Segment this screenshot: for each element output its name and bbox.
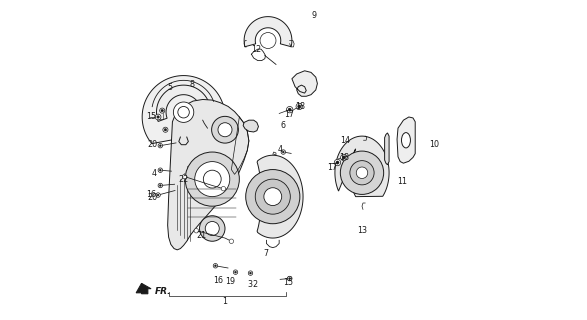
Text: 8: 8	[190, 80, 195, 89]
Circle shape	[340, 154, 347, 161]
Circle shape	[158, 183, 163, 188]
Polygon shape	[244, 17, 292, 47]
Text: 20: 20	[147, 140, 158, 149]
Circle shape	[356, 167, 367, 179]
Text: 1: 1	[222, 297, 228, 306]
Circle shape	[248, 271, 253, 275]
Text: 9: 9	[312, 12, 317, 20]
Text: 18: 18	[295, 102, 305, 111]
Circle shape	[203, 170, 221, 188]
Circle shape	[161, 109, 164, 112]
Circle shape	[183, 174, 187, 179]
Circle shape	[185, 152, 239, 206]
Circle shape	[233, 270, 238, 274]
Circle shape	[155, 114, 161, 120]
Text: 10: 10	[429, 140, 439, 149]
Text: FR.: FR.	[155, 287, 172, 296]
Circle shape	[194, 228, 198, 233]
Polygon shape	[136, 283, 146, 293]
Circle shape	[205, 221, 220, 236]
Polygon shape	[292, 71, 318, 96]
Circle shape	[178, 107, 190, 118]
Circle shape	[296, 103, 302, 110]
Text: 14: 14	[340, 136, 350, 145]
Circle shape	[246, 170, 300, 224]
Text: 16: 16	[212, 276, 222, 285]
Text: 12: 12	[251, 44, 261, 54]
Text: 22: 22	[178, 175, 188, 184]
Text: 11: 11	[397, 177, 407, 186]
Circle shape	[264, 188, 282, 205]
Text: 15: 15	[146, 113, 156, 122]
Circle shape	[158, 143, 163, 148]
Ellipse shape	[402, 132, 410, 148]
Circle shape	[336, 161, 339, 164]
Circle shape	[342, 156, 345, 159]
Circle shape	[340, 151, 384, 195]
Polygon shape	[243, 120, 258, 132]
Circle shape	[158, 168, 163, 172]
Text: 3: 3	[247, 280, 252, 289]
Circle shape	[255, 179, 291, 214]
Circle shape	[281, 150, 285, 154]
Circle shape	[159, 169, 161, 171]
Circle shape	[213, 264, 218, 268]
Circle shape	[200, 216, 225, 241]
Circle shape	[156, 193, 160, 197]
Circle shape	[212, 116, 238, 143]
Text: 15: 15	[283, 278, 293, 287]
Text: 13: 13	[357, 226, 367, 235]
Text: 18: 18	[339, 153, 349, 162]
Text: 17: 17	[285, 110, 295, 119]
Text: 4: 4	[278, 145, 282, 154]
Circle shape	[218, 123, 232, 137]
Circle shape	[350, 161, 374, 185]
Text: 2: 2	[253, 280, 258, 289]
Circle shape	[249, 272, 251, 274]
Polygon shape	[335, 136, 389, 197]
Circle shape	[195, 162, 230, 197]
Circle shape	[157, 116, 159, 118]
Circle shape	[289, 277, 291, 279]
Circle shape	[288, 108, 291, 111]
Polygon shape	[397, 117, 415, 163]
Text: 20: 20	[147, 193, 158, 202]
Text: 5: 5	[167, 83, 173, 92]
Circle shape	[159, 185, 161, 187]
Text: 6: 6	[281, 121, 286, 130]
Polygon shape	[141, 283, 151, 294]
Circle shape	[163, 127, 168, 132]
Text: 4: 4	[151, 169, 157, 178]
Text: 16: 16	[146, 190, 156, 199]
Circle shape	[164, 128, 167, 131]
Circle shape	[221, 187, 225, 191]
Polygon shape	[257, 155, 303, 238]
Circle shape	[157, 194, 159, 196]
Circle shape	[282, 151, 284, 153]
Polygon shape	[384, 133, 389, 165]
Polygon shape	[168, 100, 249, 250]
Circle shape	[159, 145, 161, 147]
Text: 7: 7	[264, 249, 269, 258]
Circle shape	[235, 271, 237, 273]
Circle shape	[260, 33, 276, 49]
Circle shape	[334, 159, 340, 166]
Circle shape	[214, 265, 217, 267]
Polygon shape	[142, 76, 225, 149]
Circle shape	[288, 276, 292, 281]
Text: 21: 21	[197, 231, 207, 240]
Circle shape	[173, 102, 194, 123]
Circle shape	[298, 105, 301, 108]
Circle shape	[229, 239, 234, 244]
Circle shape	[286, 107, 293, 113]
Circle shape	[288, 276, 292, 281]
Text: 17: 17	[328, 163, 338, 172]
Circle shape	[160, 108, 165, 113]
Polygon shape	[157, 85, 210, 122]
Text: 19: 19	[225, 277, 235, 286]
